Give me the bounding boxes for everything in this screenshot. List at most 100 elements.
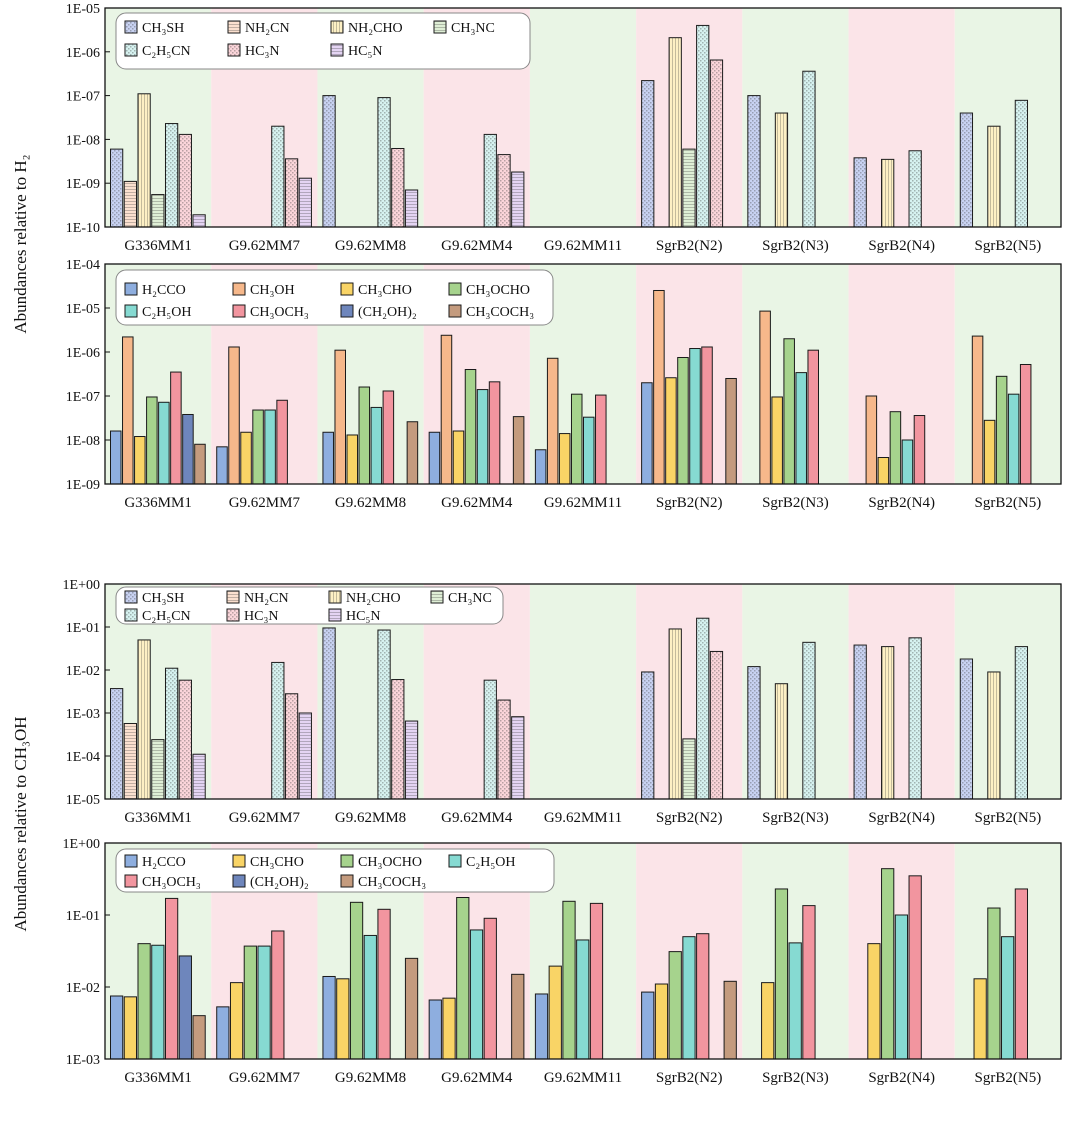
y-tick-label: 1E-09 [66, 478, 100, 493]
x-tick-label: SgrB2(N3) [762, 238, 829, 254]
bar-C2H5OH-G9.62MM7 [264, 409, 276, 485]
bar-CH3OCH3-SgrB2(N2) [696, 933, 710, 1060]
bar-hatch [271, 662, 284, 799]
bar-hatch [710, 59, 723, 227]
x-tick-label: SgrB2(N2) [656, 1070, 723, 1086]
bar-CH3OCH3-G9.62MM4 [483, 917, 497, 1060]
bar-hatch [179, 134, 192, 227]
legend-label: NH₂CN [244, 591, 289, 606]
bar-H2CCO-G336MM1 [110, 995, 124, 1060]
bar-hatch [881, 159, 894, 227]
legend-swatch-hatch [331, 44, 343, 56]
bar-CH3OCH3-SgrB2(N3) [802, 905, 816, 1060]
bar-hatch [137, 639, 151, 799]
bar-hatch [987, 126, 1001, 227]
legend-label: CH₃NC [448, 591, 492, 606]
bar-CH3OCHO-SgrB2(N3) [783, 338, 795, 485]
x-tick-label: SgrB2(N4) [868, 495, 935, 511]
bar-CH3CHO-G9.62MM8 [346, 434, 359, 485]
bar-CH3OH-G9.62MM7 [228, 346, 240, 485]
legend-item-NH2CHO: NH₂CHO [330, 20, 403, 36]
x-tick-label: G9.62MM8 [335, 1070, 406, 1086]
legend-label: NH₂CHO [348, 21, 403, 36]
x-tick-label: SgrB2(N4) [868, 1070, 935, 1086]
bar-CH3CHO-G336MM1 [123, 996, 137, 1060]
x-tick-label: G9.62MM11 [544, 1070, 622, 1086]
legend-swatch-hatch [227, 609, 239, 621]
legend-item-CH2OH2: (CH₂OH)₂ [340, 304, 417, 320]
x-tick-label: SgrB2(N5) [975, 238, 1042, 254]
bar-CH3CHO-SgrB2(N2) [665, 377, 677, 485]
bar-H2CCO-G336MM1 [110, 430, 122, 485]
x-tick-label: G9.62MM7 [229, 238, 301, 254]
category-band [954, 264, 1061, 484]
legend-swatch [124, 304, 138, 318]
bar-hatch [960, 113, 973, 227]
bar-CH3OCHO-G336MM1 [146, 396, 158, 485]
bar-CH3CHO-G9.62MM4 [452, 430, 465, 485]
bar-C2H5OH-G9.62MM7 [257, 945, 271, 1060]
y-tick-label: 1E+00 [63, 578, 100, 593]
x-tick-label: SgrB2(N2) [656, 238, 723, 254]
bar-hatch [391, 148, 404, 227]
bar-CH3COCH3-SgrB2(N2) [725, 377, 737, 485]
bar-hatch [497, 154, 511, 227]
bar-CH3CHO-G336MM1 [134, 436, 146, 485]
legend-label: HC₃N [244, 609, 278, 624]
bar-hatch [285, 158, 298, 227]
bar-hatch [511, 716, 524, 799]
category-band [529, 584, 637, 799]
bar-CH3OCH3-G9.62MM8 [382, 390, 395, 485]
legend-item-CH3CHO: CH₃CHO [232, 854, 304, 870]
bar-CH3OH-SgrB2(N5) [971, 335, 984, 485]
x-tick-label: SgrB2(N5) [975, 1070, 1042, 1086]
legend-item-C2H5OH: C₂H₅OH [448, 854, 515, 870]
legend-swatch [448, 854, 462, 868]
bar-hatch [271, 126, 284, 227]
bar-CH3OH-SgrB2(N3) [759, 310, 771, 485]
plot-frame [104, 263, 1062, 485]
bar-hatch [322, 95, 336, 227]
x-tick-label: G336MM1 [124, 495, 192, 511]
bar-CH3CHO-G9.62MM11 [548, 965, 562, 1060]
legend-item-HC3N: HC₃N [226, 608, 278, 624]
x-tick-label: G336MM1 [124, 238, 192, 254]
bar-CH3OCHO-SgrB2(N3) [774, 888, 789, 1060]
legend-box [115, 586, 504, 625]
legend-item-NH2CHO: NH₂CHO [328, 590, 401, 606]
legend-label: CH₃CHO [358, 283, 412, 298]
bar-C2H5OH-SgrB2(N3) [788, 942, 802, 1060]
chart-panel-3: 1E-05 1E-04 1E-03 1E-02 1E-01 1E+00 G336MM1 G9.… [63, 578, 1062, 826]
legend-label: H₂CCO [142, 855, 186, 870]
bar-CH3OCH3-G336MM1 [170, 371, 182, 485]
bar-C2H5OH-G9.62MM8 [363, 934, 377, 1060]
bar-hatch [124, 723, 137, 799]
legend-label: CH₃OH [250, 283, 295, 298]
bar-CH3OCHO-G9.62MM8 [358, 386, 371, 485]
bar-H2CCO-SgrB2(N2) [641, 991, 655, 1060]
bar-C2H5OH-G336MM1 [151, 944, 165, 1060]
bar-CH3OCHO-SgrB2(N4) [881, 868, 895, 1060]
bar-hatch [1015, 100, 1028, 227]
legend-label: CH₃CHO [250, 855, 304, 870]
bar-CH3OCHO-G9.62MM8 [349, 901, 364, 1060]
y-tick-label: 1E-09 [66, 177, 100, 192]
legend-item-NH2CN: NH₂CN [226, 590, 289, 606]
bar-hatch [669, 628, 682, 799]
x-tick-label: G9.62MM8 [335, 238, 406, 254]
legend-label: C₂H₅CN [142, 609, 191, 624]
bar-hatch [696, 618, 709, 799]
bar-CH3OCHO-SgrB2(N2) [677, 356, 689, 485]
legend-item-H2CCO: H₂CCO [124, 854, 186, 870]
bar-CH3OCH3-G9.62MM7 [271, 930, 285, 1060]
bar-hatch [696, 25, 709, 227]
bar-C2H5OH-G9.62MM8 [370, 406, 383, 485]
legend-item-NH2CN: NH₂CN [227, 20, 290, 36]
x-tick-label: SgrB2(N3) [762, 1070, 829, 1086]
bar-hatch [669, 37, 682, 227]
bar-C2H5OH-SgrB2(N3) [795, 372, 807, 485]
bar-C2H5OH-G9.62MM4 [469, 929, 484, 1060]
y-tick-label: 1E-01 [66, 909, 100, 924]
bar-H2CCO-G9.62MM7 [216, 446, 228, 485]
